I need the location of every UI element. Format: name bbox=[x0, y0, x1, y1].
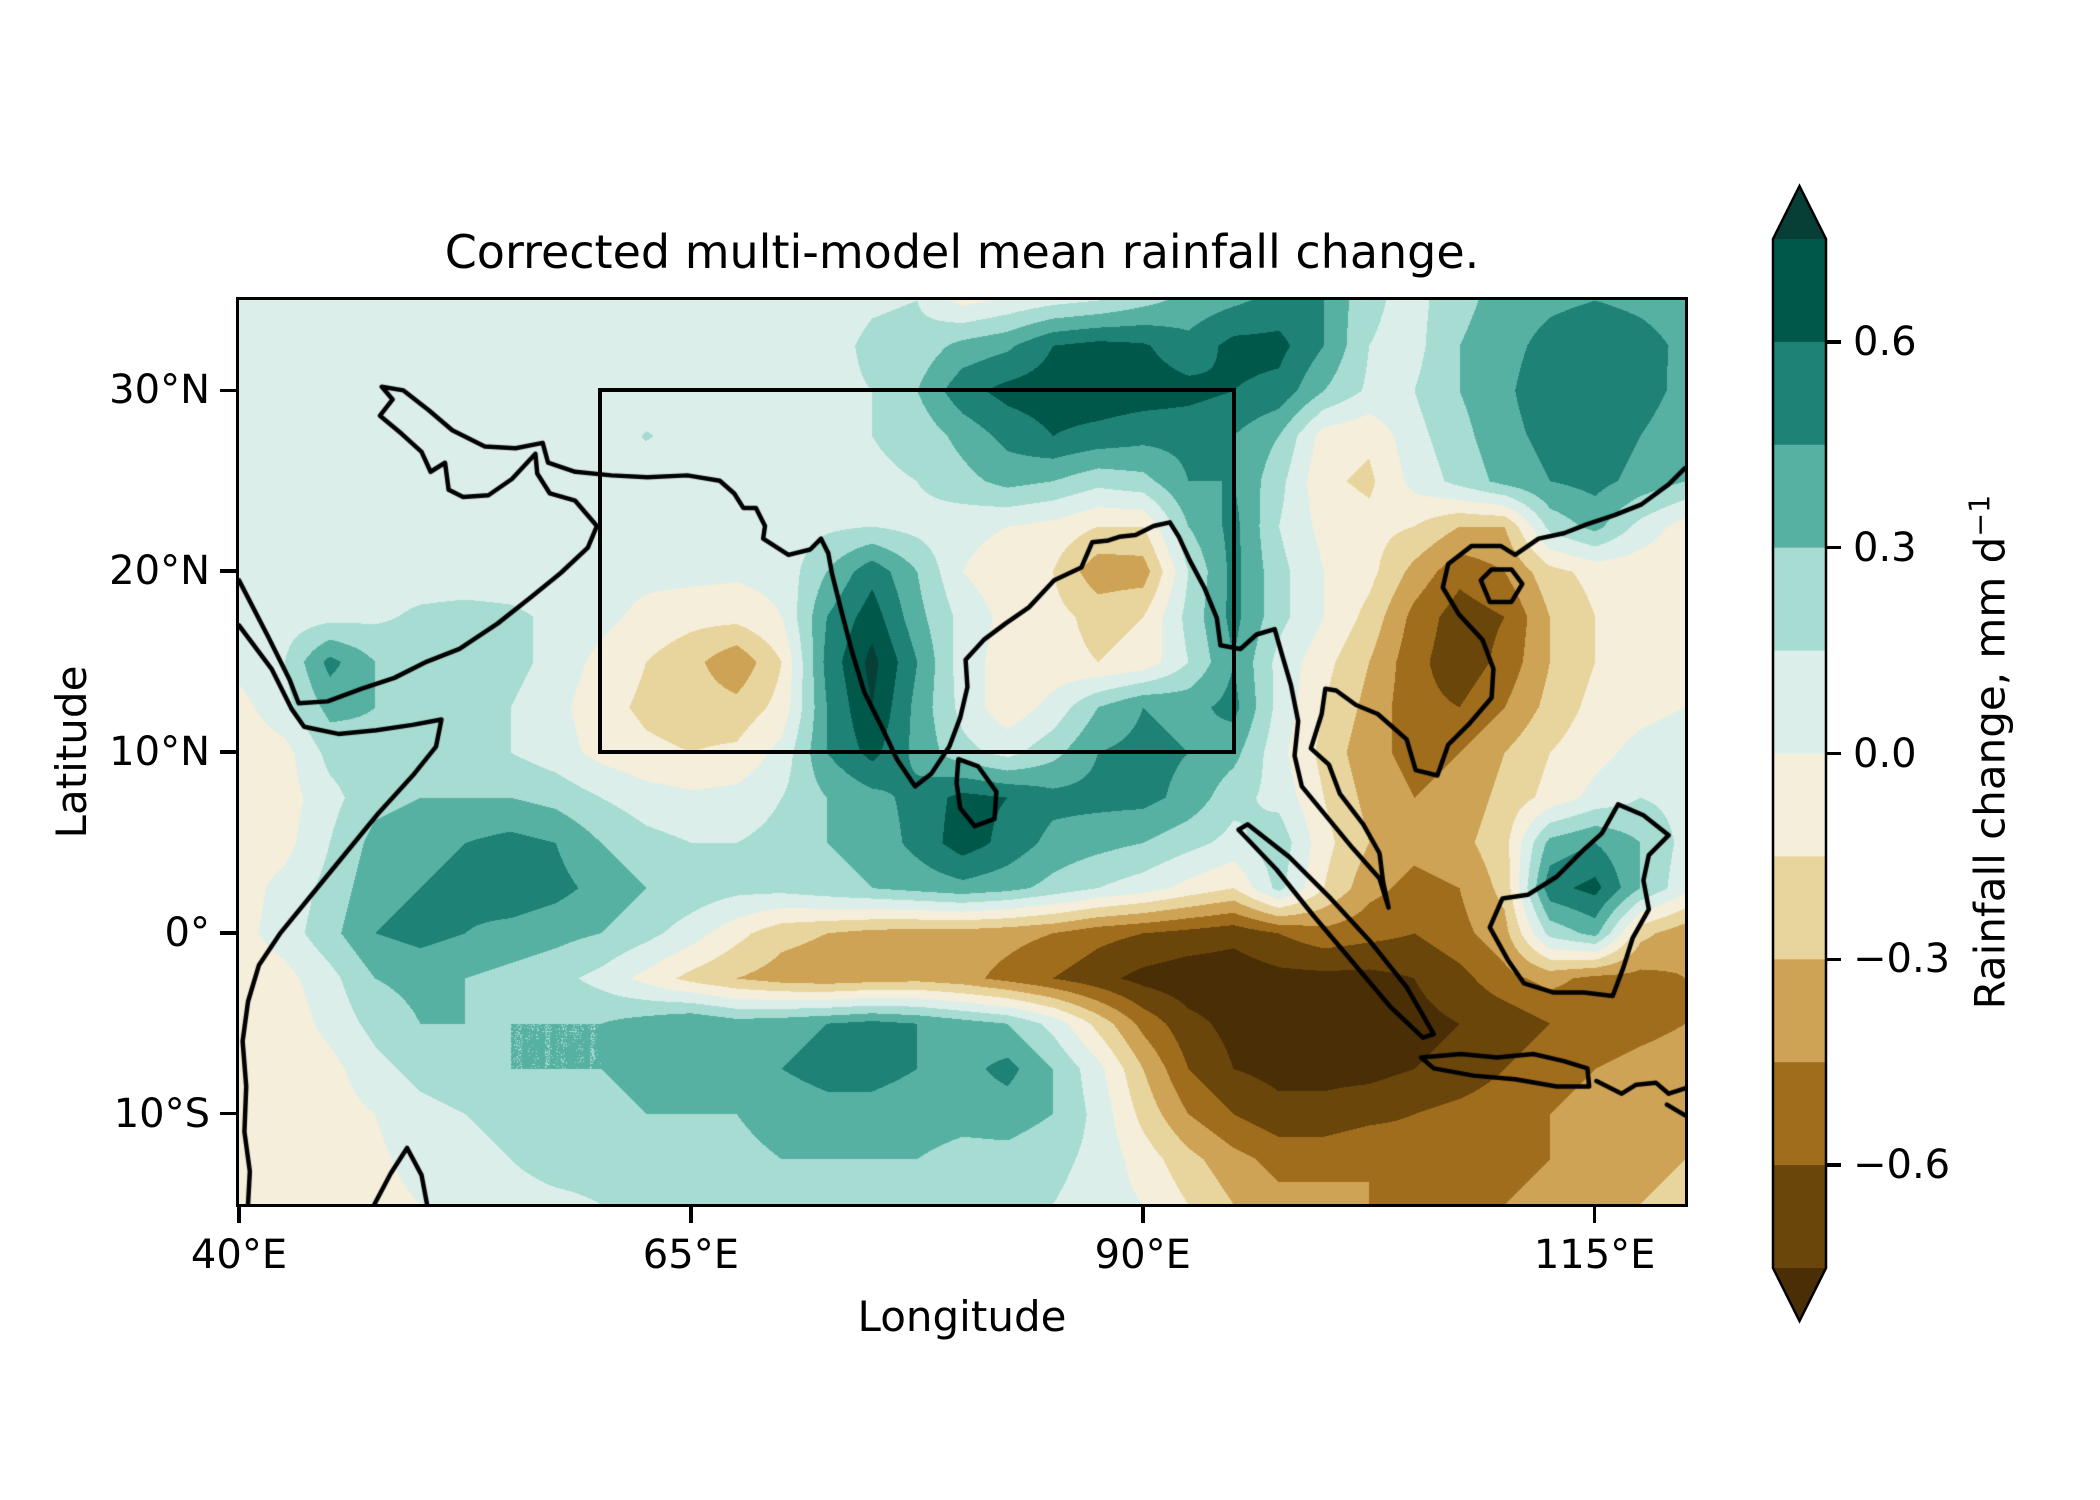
x-tick-label: 40°E bbox=[190, 1232, 288, 1278]
x-tick-mark bbox=[1592, 1207, 1597, 1223]
colorbar-tick-mark bbox=[1827, 545, 1841, 550]
x-tick-label: 90°E bbox=[1094, 1232, 1191, 1278]
colorbar-band bbox=[1773, 239, 1826, 343]
colorbar-band bbox=[1773, 444, 1826, 549]
y-tick-label: 10°S bbox=[113, 1090, 210, 1137]
map-panel bbox=[236, 297, 1688, 1207]
colorbar-band bbox=[1773, 547, 1826, 652]
colorbar-label: Rainfall change, mm d−1 bbox=[1956, 495, 2015, 1010]
x-tick-label: 65°E bbox=[642, 1232, 739, 1278]
chart-title: Corrected multi-model mean rainfall chan… bbox=[444, 225, 1480, 279]
colorbar-band bbox=[1773, 1062, 1826, 1166]
y-tick-mark bbox=[220, 1111, 236, 1116]
colorbar-band bbox=[1773, 1165, 1826, 1269]
colorbar-extend-max-arrow bbox=[1773, 186, 1826, 239]
y-tick-mark bbox=[220, 569, 236, 573]
colorbar bbox=[1771, 183, 1828, 1324]
colorbar-tick-mark bbox=[1827, 340, 1841, 344]
x-tick-label: 115°E bbox=[1533, 1232, 1656, 1278]
colorbar-label-text: Rainfall change, mm d bbox=[1965, 536, 2015, 1010]
y-tick-label: 20°N bbox=[109, 548, 210, 595]
colorbar-band bbox=[1773, 959, 1826, 1063]
colorbar-band bbox=[1773, 753, 1826, 857]
colorbar-tick-label: 0.0 bbox=[1853, 730, 1917, 777]
colorbar-outline bbox=[1771, 183, 1828, 1324]
colorbar-tick-label: −0.6 bbox=[1853, 1142, 1951, 1189]
colorbar-tick-label: 0.6 bbox=[1853, 318, 1917, 365]
colorbar-extend-min-arrow bbox=[1773, 1268, 1826, 1321]
colorbar-label-exponent: −1 bbox=[1962, 494, 1997, 537]
colorbar-tick-mark bbox=[1827, 751, 1841, 756]
y-tick-mark bbox=[220, 750, 236, 754]
y-tick-label: 0° bbox=[164, 909, 210, 956]
y-axis-label: Latitude bbox=[47, 665, 96, 839]
colorbar-band bbox=[1773, 856, 1826, 960]
analysis-region-box bbox=[598, 387, 1236, 755]
y-tick-label: 30°N bbox=[109, 367, 210, 414]
colorbar-band bbox=[1773, 341, 1826, 446]
colorbar-tick-label: −0.3 bbox=[1853, 936, 1951, 983]
y-tick-label: 10°N bbox=[109, 729, 210, 775]
x-axis-label: Longitude bbox=[857, 1292, 1067, 1341]
colorbar-tick-mark bbox=[1827, 1163, 1841, 1167]
y-tick-mark bbox=[220, 931, 236, 935]
x-tick-mark bbox=[689, 1207, 693, 1223]
colorbar-tick-label: 0.3 bbox=[1853, 524, 1917, 571]
colorbar-tick-mark bbox=[1827, 957, 1841, 962]
colorbar-band bbox=[1773, 650, 1826, 755]
x-tick-mark bbox=[237, 1207, 241, 1223]
x-tick-mark bbox=[1141, 1207, 1145, 1223]
y-tick-mark bbox=[220, 388, 236, 393]
